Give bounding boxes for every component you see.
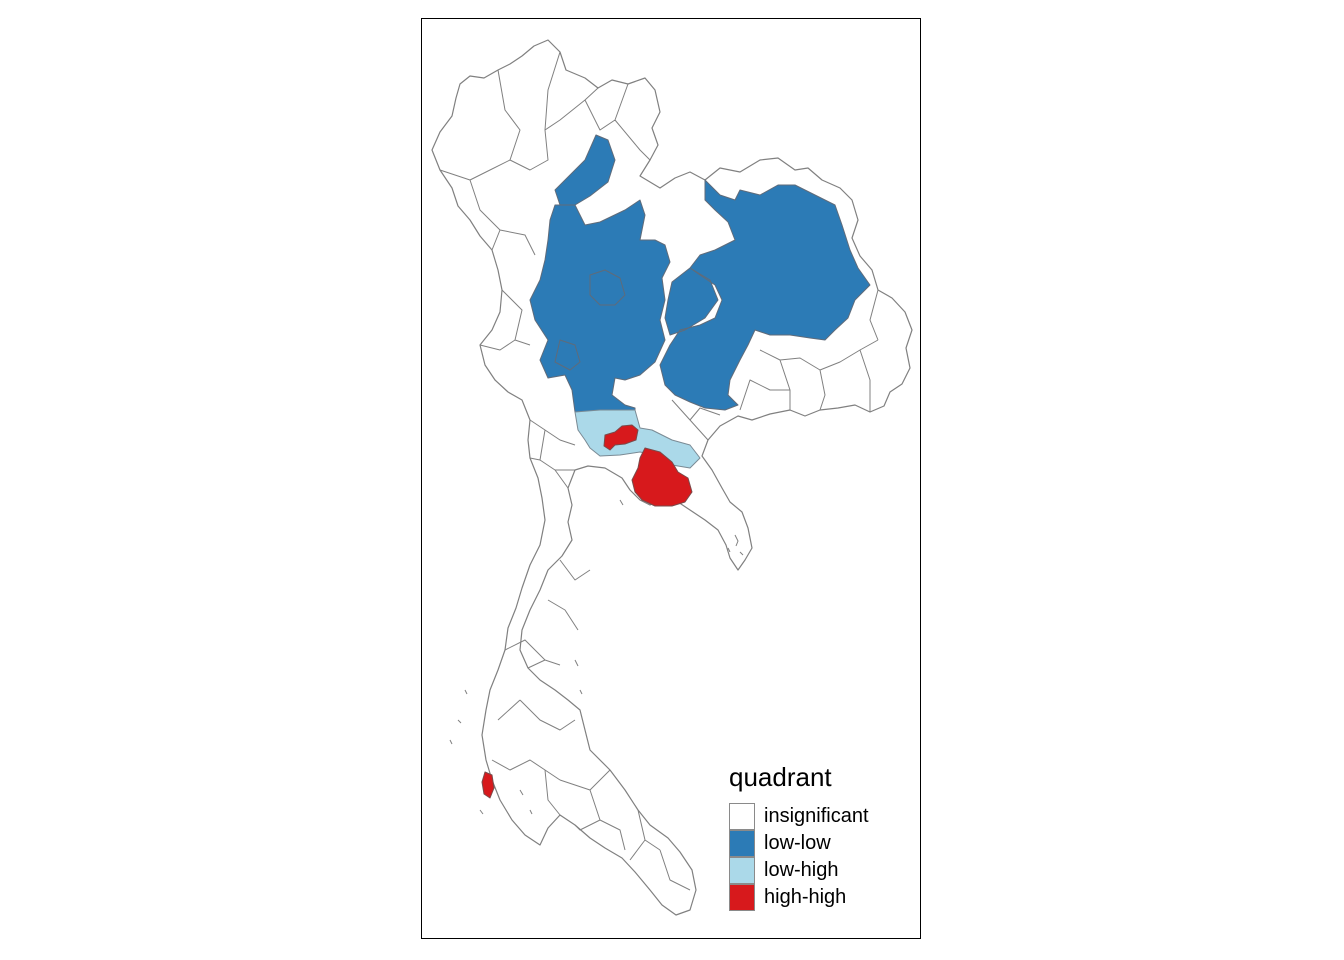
legend-item-insignificant: insignificant	[729, 803, 869, 830]
low-low-regions	[529, 134, 871, 413]
region-high-high-east	[631, 447, 693, 507]
region-low-high-central	[574, 409, 701, 469]
region-high-high-phuket	[481, 771, 495, 799]
legend-item-high-high: high-high	[729, 884, 869, 911]
legend-label: high-high	[764, 886, 847, 908]
islands	[449, 499, 744, 815]
province-borders	[439, 51, 879, 891]
high-high-regions	[481, 424, 693, 799]
legend-swatch	[729, 884, 755, 911]
legend-label: low-low	[764, 832, 831, 854]
legend-swatch	[729, 857, 755, 884]
legend-swatch	[729, 830, 755, 857]
region-low-low-isan	[659, 179, 871, 411]
legend-swatch	[729, 803, 755, 830]
region-low-low-west-central	[529, 199, 671, 413]
legend-label: insignificant	[764, 805, 869, 827]
legend-label: low-high	[764, 859, 839, 881]
low-high-regions	[574, 409, 701, 469]
legend-item-low-low: low-low	[729, 830, 869, 857]
legend-title: quadrant	[729, 762, 832, 792]
map-legend: quadrant insignificant low-low low-high …	[729, 762, 869, 911]
region-high-high-bangkok	[603, 424, 639, 451]
legend-item-low-high: low-high	[729, 857, 869, 884]
